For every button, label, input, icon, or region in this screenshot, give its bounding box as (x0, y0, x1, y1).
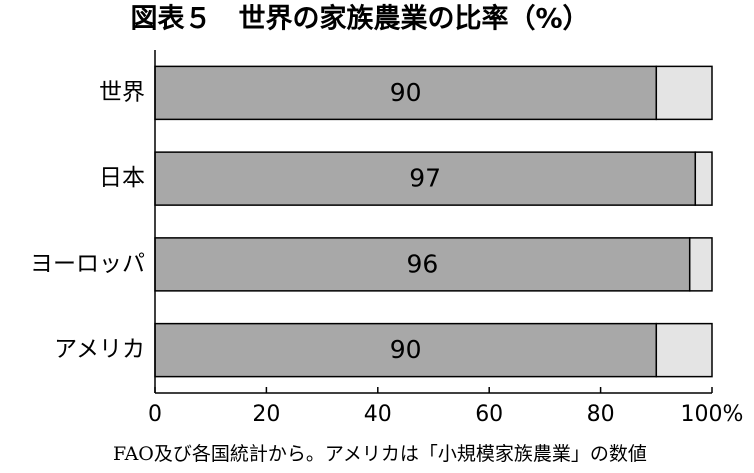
x-tick-label: 80 (587, 402, 615, 427)
y-tick-label: ヨーロッパ (30, 251, 145, 277)
x-tick-label: 100% (681, 402, 744, 427)
y-tick-label: アメリカ (54, 337, 145, 363)
bar-segment (655, 322, 713, 378)
bar-segment (688, 237, 713, 292)
x-tick-label: 60 (475, 402, 503, 427)
y-tick-label: 日本 (99, 165, 145, 191)
data-label: 90 (390, 335, 422, 364)
data-label: 96 (406, 249, 438, 278)
data-label: 90 (390, 78, 422, 107)
x-tick-label: 0 (148, 402, 162, 427)
bar-segment (154, 151, 697, 206)
bar-segment (154, 237, 691, 292)
x-tick-label: 20 (252, 402, 280, 427)
bar-segment (694, 151, 713, 206)
bar-segment (154, 65, 658, 121)
bar-segment (655, 65, 713, 121)
y-tick-label: 世界 (99, 79, 145, 105)
bar-segment (154, 322, 658, 378)
chart-title: 図表５ 世界の家族農業の比率（%） (130, 3, 589, 35)
note: FAO及び各国統計から。アメリカは「小規模家族農業」の数値 (113, 443, 647, 465)
data-label: 97 (409, 164, 441, 193)
x-tick-label: 40 (364, 402, 392, 427)
